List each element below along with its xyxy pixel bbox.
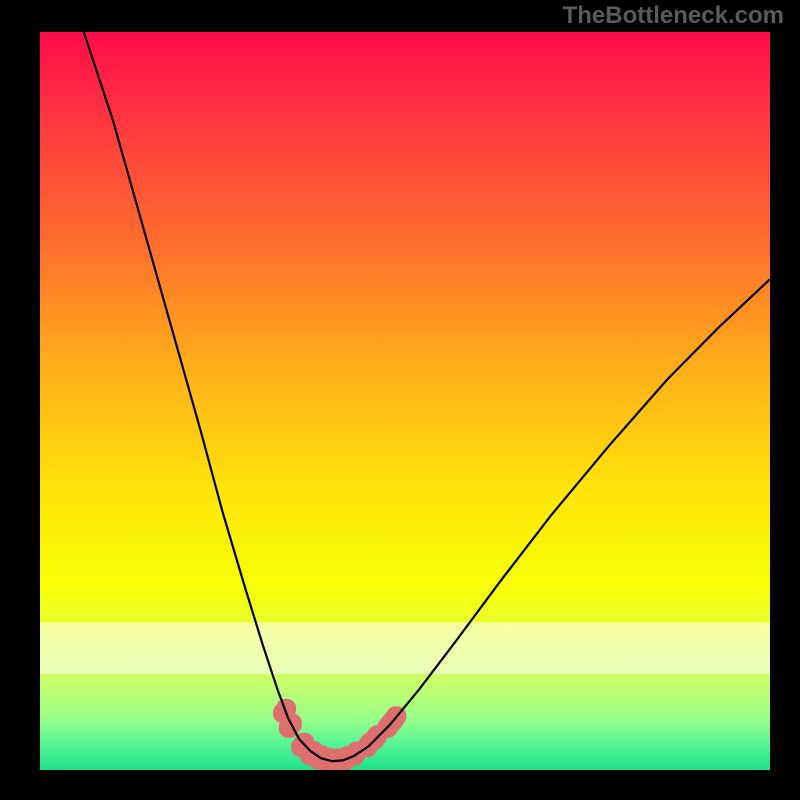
chart-frame: TheBottleneck.com (0, 0, 800, 800)
marker-point (279, 718, 299, 738)
marker-point (321, 748, 341, 768)
highlight-band (40, 622, 770, 674)
marker-point (294, 733, 314, 753)
chart-svg (40, 32, 770, 770)
marker-point (367, 725, 387, 745)
marker-point (364, 730, 384, 750)
marker-point (326, 753, 346, 770)
marker-point (273, 703, 293, 723)
marker-point (282, 714, 302, 734)
marker-point (383, 710, 403, 730)
marker-point (386, 706, 406, 726)
curve-left-branch (84, 32, 332, 761)
marker-point (380, 714, 400, 734)
marker-point (335, 750, 355, 770)
scatter-markers (273, 699, 406, 770)
marker-point (360, 733, 380, 753)
marker-point (312, 745, 332, 765)
curve-right-branch (332, 279, 770, 761)
marker-point (276, 699, 296, 719)
marker-point (357, 737, 377, 757)
marker-point (347, 742, 367, 762)
gradient-background (40, 32, 770, 770)
marker-point (303, 741, 323, 761)
plot-area (40, 32, 770, 770)
watermark-text: TheBottleneck.com (563, 2, 784, 30)
marker-point (329, 748, 349, 768)
marker-point (338, 746, 358, 766)
marker-point (318, 753, 338, 770)
marker-point (377, 718, 397, 738)
marker-point (309, 750, 329, 770)
marker-point (300, 745, 320, 765)
marker-point (291, 737, 311, 757)
marker-point (344, 746, 364, 766)
